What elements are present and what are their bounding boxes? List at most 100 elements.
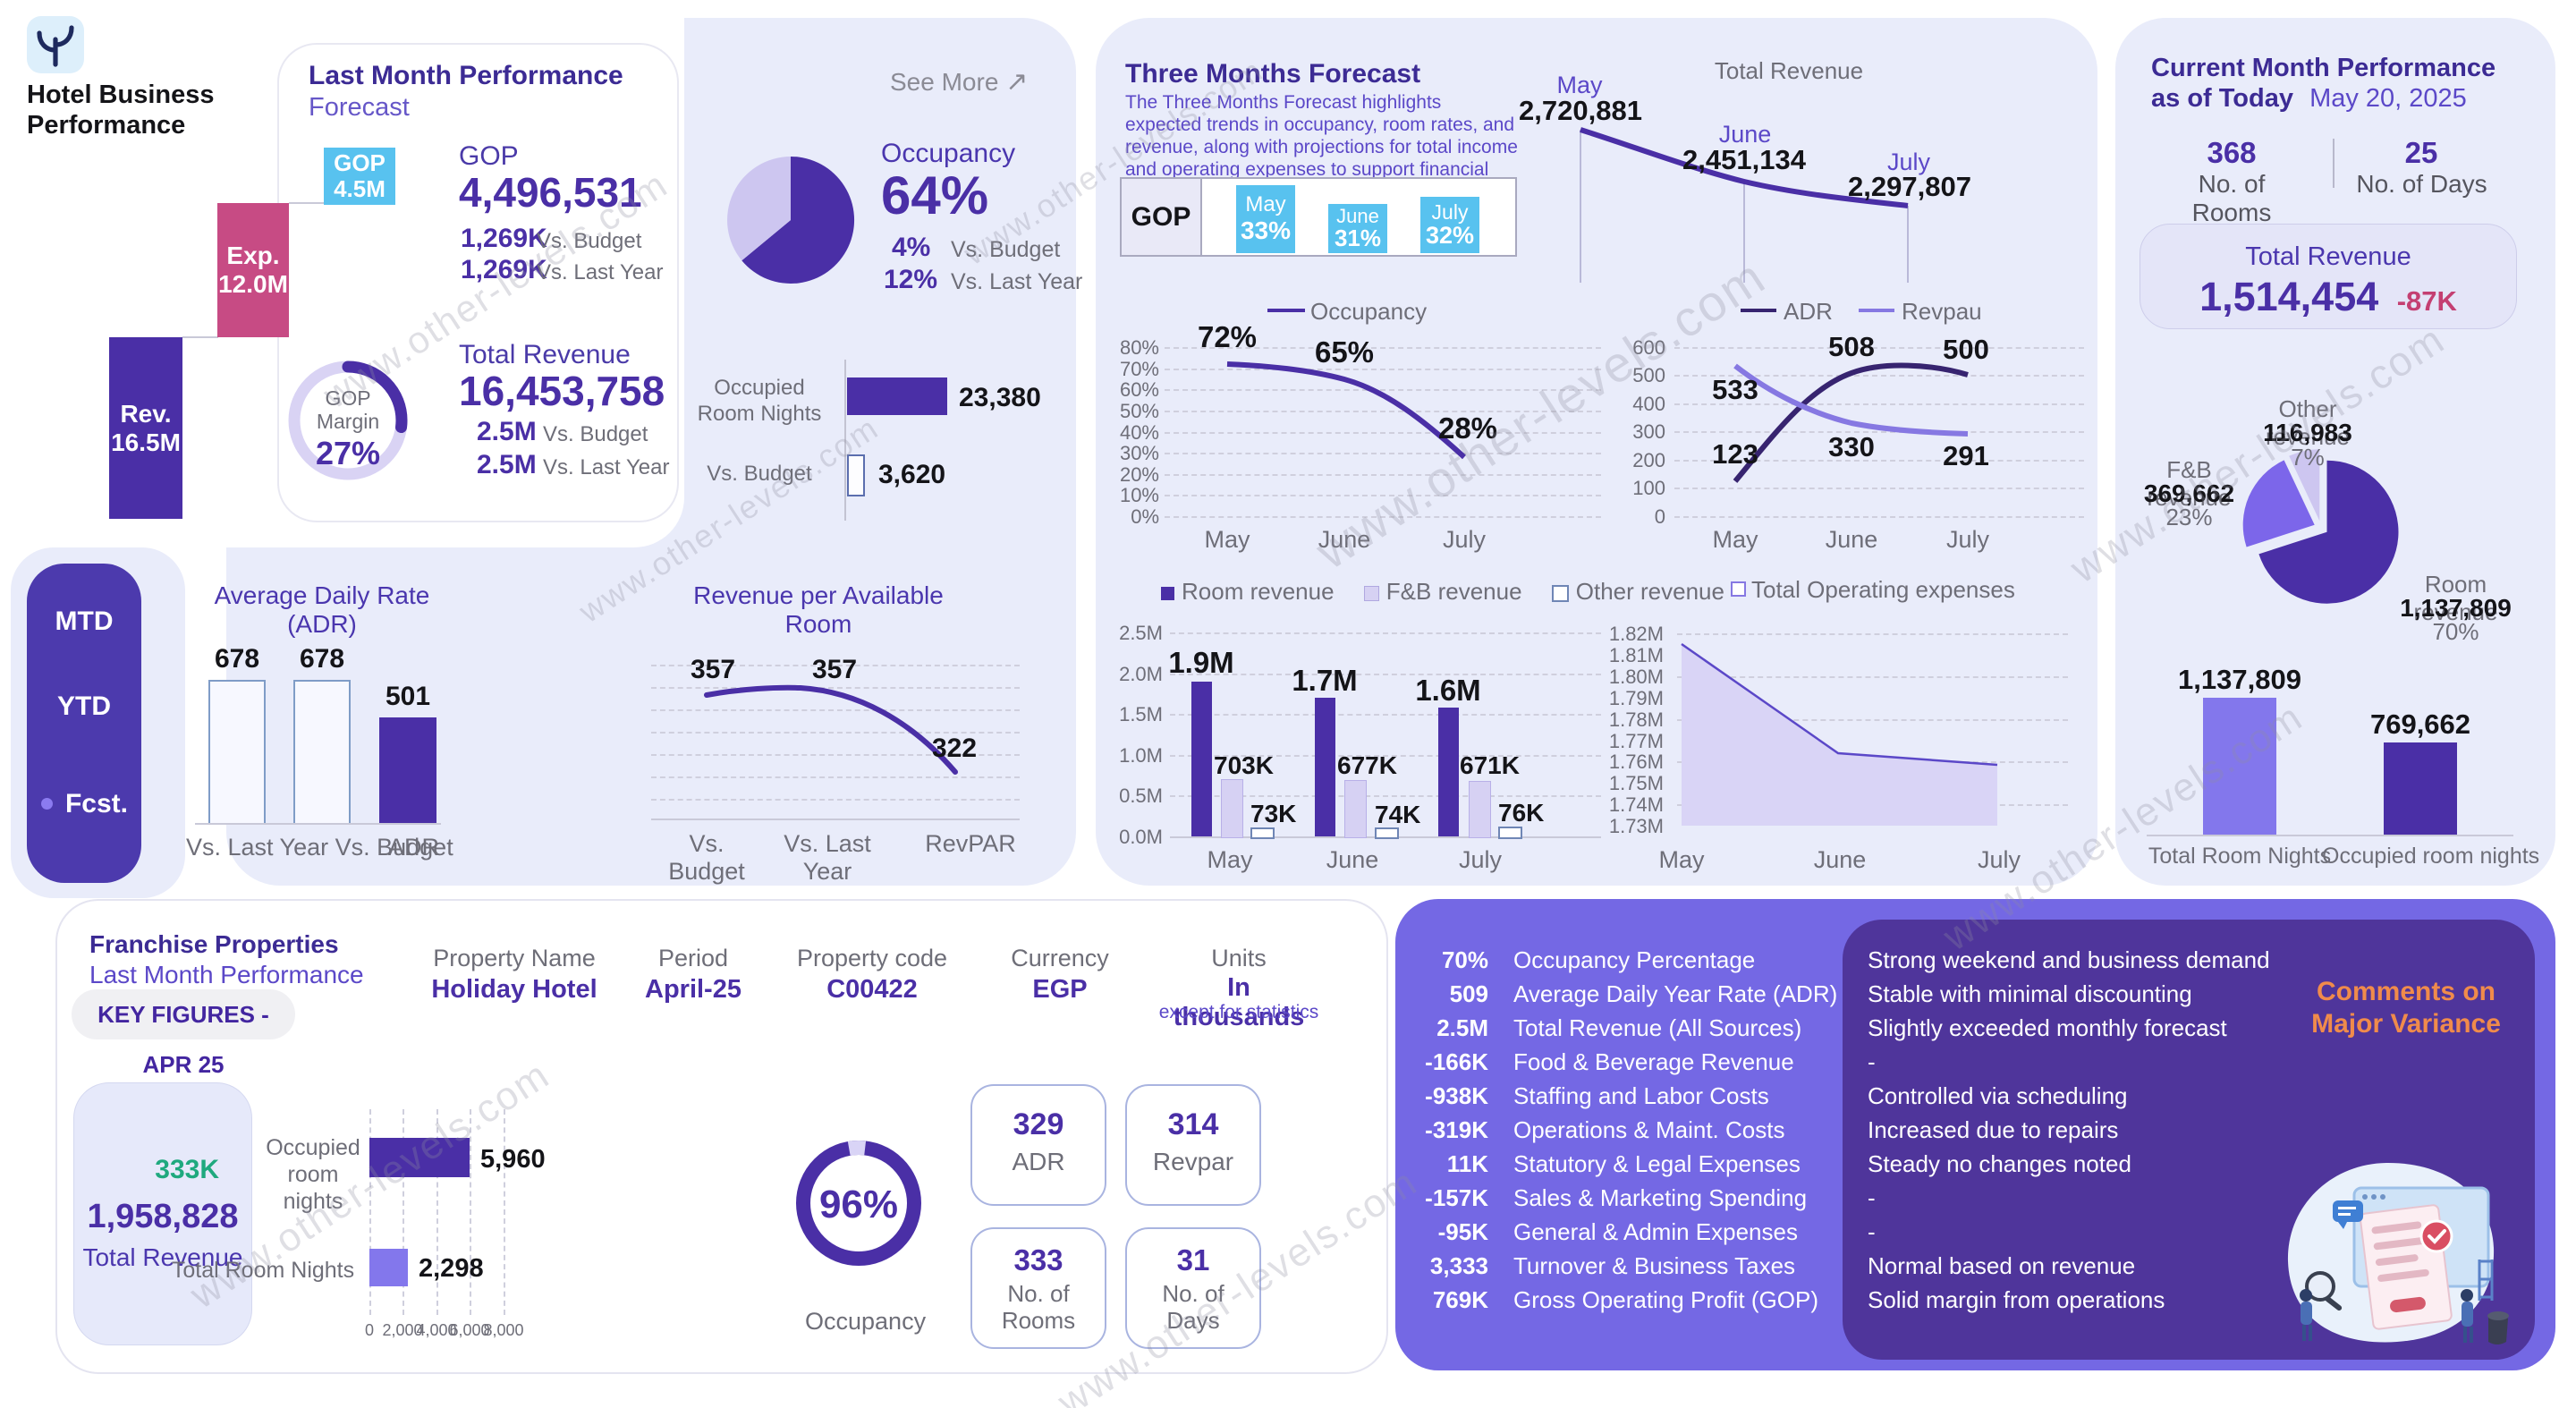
last-month-subtitle: Forecast bbox=[309, 93, 410, 122]
exp-ytick: 1.80M bbox=[1608, 666, 1664, 688]
kpi-adr: 329 ADR bbox=[970, 1084, 1106, 1206]
panel-forecast bbox=[1096, 18, 2097, 886]
kpi-days: 31 No. of Days bbox=[1125, 1227, 1261, 1349]
may-fnb-label: 703K bbox=[1214, 751, 1274, 779]
occ-xtick-june: June bbox=[1318, 526, 1371, 553]
revpar-xlabel1: Vs. Budget bbox=[668, 830, 745, 885]
pie-room-pct: 70% bbox=[2432, 618, 2479, 645]
kf-label: Operations & Maint. Costs bbox=[1513, 1116, 1785, 1143]
franchise-revenue-label: Total Revenue bbox=[82, 1243, 243, 1271]
gop-may-value: 33% bbox=[1240, 216, 1292, 244]
hbar-xtick: 4,000 bbox=[416, 1321, 457, 1339]
cm-bar2 bbox=[2384, 742, 2457, 835]
occ-xtick-july: July bbox=[1442, 526, 1486, 553]
current-month-title: Current Month Performance bbox=[2151, 54, 2496, 82]
revbars-ytick: 2.0M bbox=[1119, 663, 1163, 685]
app-title-line1: Hotel Business bbox=[27, 81, 215, 109]
exp-bar-label: Exp. bbox=[226, 242, 280, 269]
adrrev-legend2: Revpau bbox=[1902, 298, 1982, 325]
adr-bar2-value: 678 bbox=[299, 644, 345, 674]
gop-label: GOP bbox=[459, 141, 519, 171]
hbar2-label: Total Room Nights bbox=[171, 1258, 355, 1283]
sidebar-item-ytd[interactable]: YTD bbox=[57, 691, 111, 721]
gop-margin-line2: Margin bbox=[316, 410, 380, 433]
exp-xtick-july: July bbox=[1977, 846, 2021, 873]
sidebar-item-fcst[interactable]: Fcst. bbox=[64, 789, 129, 819]
kpi-revpar-value: 314 bbox=[1167, 1107, 1219, 1141]
expenses-legend: Total Operating expenses bbox=[1751, 576, 2015, 603]
revbars-ytick: 1.0M bbox=[1119, 744, 1163, 767]
exp-xtick-june: June bbox=[1813, 846, 1867, 873]
kpi-days-label: No. of Days bbox=[1162, 1280, 1224, 1334]
adr-june-label: 508 bbox=[1828, 331, 1875, 362]
gop-may-month: May bbox=[1245, 192, 1286, 217]
gop-margin-value: 27% bbox=[315, 435, 381, 471]
adr-baseline bbox=[195, 823, 441, 825]
may-other-label: 73K bbox=[1250, 800, 1297, 827]
adrrev-ytick: 400 bbox=[1632, 393, 1665, 415]
cm-bar2-label: Occupied room nights bbox=[2322, 844, 2540, 869]
cm-bars-baseline bbox=[2147, 835, 2513, 836]
see-more-link[interactable]: See More ↗ bbox=[890, 66, 1028, 98]
occupancy-pie bbox=[727, 156, 855, 284]
kf-label: Gross Operating Profit (GOP) bbox=[1513, 1286, 1818, 1313]
june-fnb-bar bbox=[1344, 780, 1367, 838]
hbar1-label: Occupied room nights bbox=[266, 1135, 360, 1214]
sidebar-item-mtd[interactable]: MTD bbox=[55, 606, 114, 636]
last-month-title: Last Month Performance bbox=[309, 61, 623, 90]
revpar-line bbox=[704, 684, 958, 775]
kf-comment: - bbox=[1868, 1184, 1876, 1211]
tr-june-month: June bbox=[1718, 121, 1772, 148]
revpar-xlabel3: RevPAR bbox=[925, 830, 1016, 857]
adrrev-legend-line1 bbox=[1741, 309, 1776, 312]
adrrev-ytick: 600 bbox=[1632, 336, 1665, 359]
occ-vs-lastyear-value: 12% bbox=[884, 265, 938, 294]
july-room-label: 1.6M bbox=[1415, 674, 1481, 707]
occ-vs-lastyear-label: Vs. Last Year bbox=[951, 269, 1083, 294]
exp-ytick: 1.82M bbox=[1608, 623, 1664, 645]
waterfall-exp-bar: Exp. 12.0M bbox=[217, 203, 289, 337]
tr-june-value: 2,451,134 bbox=[1682, 144, 1806, 175]
logo-sprout-icon bbox=[37, 25, 74, 67]
pie-fnb-value: 369,662 bbox=[2143, 479, 2235, 507]
waterfall-connector-2 bbox=[289, 202, 325, 204]
june-other-label: 74K bbox=[1375, 801, 1421, 828]
kf-value: -319K bbox=[1425, 1116, 1488, 1143]
revpau-july-label: 291 bbox=[1943, 440, 1989, 471]
june-fnb-label: 677K bbox=[1337, 751, 1397, 779]
kf-comment: Increased due to repairs bbox=[1868, 1116, 2119, 1143]
kf-label: Statutory & Legal Expenses bbox=[1513, 1150, 1801, 1177]
kf-value: 70% bbox=[1441, 946, 1488, 973]
june-room-bar bbox=[1315, 698, 1335, 836]
adr-xlabel-left: Vs. Last Year Vs. Budget bbox=[186, 834, 453, 861]
see-more-label: See More bbox=[890, 68, 999, 96]
revbars-xtick-june: June bbox=[1326, 846, 1379, 873]
gop-margin-line1: GOP bbox=[325, 386, 371, 410]
occ-vs-budget-label: Vs. Budget bbox=[951, 237, 1061, 262]
adrrev-xtick-may: May bbox=[1712, 526, 1758, 553]
kf-label: Food & Beverage Revenue bbox=[1513, 1048, 1794, 1075]
total-revenue-value: 16,453,758 bbox=[459, 368, 665, 414]
hbar2-value: 2,298 bbox=[419, 1254, 484, 1283]
revpar-point2-label: 357 bbox=[812, 655, 858, 684]
exp-ytick: 1.76M bbox=[1608, 751, 1664, 773]
days-label: No. of Days bbox=[2356, 170, 2487, 198]
cm-bar2-value: 769,662 bbox=[2369, 708, 2471, 740]
adr-bar1-value: 678 bbox=[214, 644, 260, 674]
revbars-ytick: 1.5M bbox=[1119, 703, 1163, 725]
adrrev-xtick-july: July bbox=[1945, 526, 1989, 553]
pie-other-pct: 7% bbox=[2291, 444, 2325, 471]
franchise-revenue-delta: 333K bbox=[155, 1155, 219, 1184]
gop-vs-lastyear-value: 1,269K bbox=[461, 255, 547, 284]
adr-bar-adr bbox=[379, 717, 436, 823]
kf-label: Staffing and Labor Costs bbox=[1513, 1082, 1769, 1109]
kf-label: Turnover & Business Taxes bbox=[1513, 1252, 1796, 1279]
occ-label-may: 72% bbox=[1197, 320, 1258, 353]
franchise-revenue-value: 1,958,828 bbox=[87, 1198, 239, 1235]
cm-bar1-value: 1,137,809 bbox=[2178, 664, 2301, 695]
tr-vs-lastyear-value: 2.5M bbox=[477, 450, 537, 479]
revpar-chart-title: Revenue per Available Room bbox=[693, 581, 944, 638]
last-month-card bbox=[277, 43, 679, 522]
other-revenue-legend: Other revenue bbox=[1575, 578, 1724, 605]
